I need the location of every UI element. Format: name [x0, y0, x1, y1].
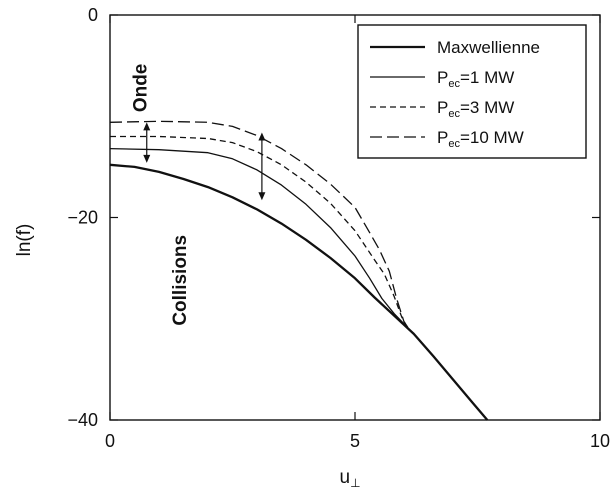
x-axis-title-main: u [339, 467, 350, 488]
legend-label: Maxwellienne [437, 38, 540, 57]
legend-label-sub: ec [448, 108, 460, 120]
arrow-head-down [258, 192, 266, 201]
y-axis-title: ln(f) [14, 224, 35, 257]
legend-label-main: P [437, 128, 448, 147]
x-tick-label: 0 [105, 431, 115, 451]
legend-label: Pec=1 MW [437, 68, 514, 90]
series-layer [109, 120, 489, 421]
legend-label-main: P [437, 68, 448, 87]
series-line [110, 135, 410, 330]
arrow-head-up [258, 132, 266, 141]
legend-label-suffix: =10 MW [460, 128, 524, 147]
arrow-head-down [143, 154, 151, 163]
x-tick-label: 10 [590, 431, 610, 451]
legend-label: Pec=3 MW [437, 98, 514, 120]
series-line [109, 147, 410, 330]
legend-label-sub: ec [448, 138, 460, 150]
y-tick-label: −40 [67, 410, 98, 430]
arrow-head-up [143, 122, 151, 131]
x-axis-title: u⊥ [339, 467, 360, 490]
legend-label-suffix: =1 MW [460, 68, 514, 87]
y-tick-label: 0 [88, 5, 98, 25]
y-tick-label: −20 [67, 208, 98, 228]
annotation-text: Collisions [170, 235, 191, 326]
legend-box [357, 24, 587, 159]
legend-label: Pec=10 MW [437, 128, 524, 150]
annotation-layer: Onde Collisions [131, 64, 266, 326]
legend-label-main: P [437, 98, 448, 117]
x-tick-label: 5 [350, 431, 360, 451]
legend-label-sub: ec [448, 78, 460, 90]
legend-label-main: Maxwellienne [437, 38, 540, 57]
series-line [109, 163, 489, 421]
x-axis-title-sub: ⊥ [350, 476, 360, 490]
series-line [109, 120, 410, 330]
legend-label-suffix: =3 MW [460, 98, 514, 117]
axis-ticks: 0 5 10 0 −20 −40 [67, 5, 610, 451]
annotation-text: Onde [131, 64, 152, 113]
